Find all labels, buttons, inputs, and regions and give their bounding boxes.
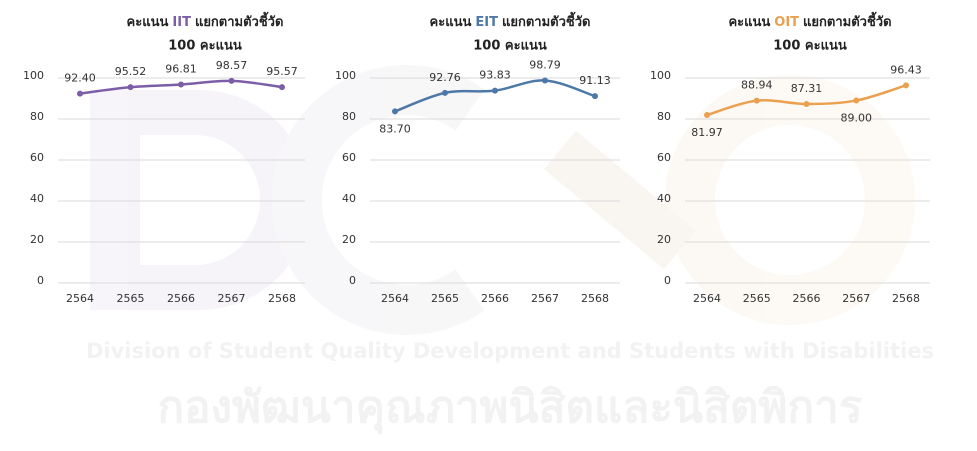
chart-subtitle: 100 คะแนน	[473, 39, 547, 54]
y-tick-label: 40	[342, 192, 356, 205]
y-tick-label: 0	[37, 274, 44, 287]
x-tick-label: 2565	[117, 292, 145, 305]
title-part: IIT	[172, 15, 191, 30]
x-tick-label: 2566	[167, 292, 195, 305]
y-tick-label: 0	[664, 274, 671, 287]
x-tick-label: 2564	[381, 292, 409, 305]
x-tick-label: 2567	[218, 292, 246, 305]
y-tick-label: 60	[342, 151, 356, 164]
x-tick-label: 2568	[581, 292, 609, 305]
x-tick-label: 2565	[431, 292, 459, 305]
x-tick-label: 2566	[793, 292, 821, 305]
data-point	[77, 90, 83, 97]
y-tick-label: 80	[342, 110, 356, 123]
chart-title: คะแนน OIT แยกตามตัวชี้วัด	[728, 11, 891, 30]
y-tick-label: 100	[23, 69, 44, 82]
title-part: แยกตามตัวชี้วัด	[195, 11, 284, 30]
chart-subtitle: 100 คะแนน	[773, 39, 847, 54]
x-tick-label: 2564	[693, 292, 721, 305]
watermark-english: Division of Student Quality Development …	[86, 339, 934, 363]
data-label: 93.83	[479, 69, 511, 82]
x-tick-label: 2567	[531, 292, 559, 305]
y-tick-label: 20	[30, 233, 44, 246]
x-tick-label: 2568	[892, 292, 920, 305]
data-label: 91.13	[579, 74, 611, 87]
data-label: 98.57	[216, 59, 248, 72]
data-label: 96.43	[890, 63, 922, 76]
data-point	[127, 84, 134, 91]
x-tick-label: 2564	[66, 292, 94, 305]
data-point	[542, 77, 548, 84]
y-tick-label: 60	[30, 151, 44, 164]
data-label: 83.70	[379, 122, 411, 135]
data-label: 89.00	[841, 112, 873, 125]
title-part: EIT	[475, 15, 498, 30]
watermark-thai: กองพัฒนาคุณภาพนิสิตและนิสิตพิการ	[157, 382, 862, 435]
y-tick-label: 40	[30, 192, 44, 205]
data-label: 88.94	[741, 79, 773, 92]
y-tick-label: 100	[650, 69, 671, 82]
y-tick-label: 60	[657, 151, 671, 164]
y-tick-label: 20	[657, 233, 671, 246]
data-label: 96.81	[165, 63, 197, 76]
data-point	[803, 101, 810, 108]
data-label: 98.79	[529, 58, 561, 71]
data-point	[279, 84, 285, 91]
x-tick-label: 2565	[743, 292, 771, 305]
logo-watermark	[90, 65, 915, 335]
title-part: แยกตามตัวชี้วัด	[803, 11, 892, 30]
data-point	[392, 108, 398, 115]
y-tick-label: 100	[335, 69, 356, 82]
y-tick-label: 40	[657, 192, 671, 205]
x-tick-label: 2567	[842, 292, 870, 305]
data-label: 95.52	[115, 65, 147, 78]
title-part: คะแนน	[430, 15, 472, 30]
title-part: คะแนน	[127, 15, 169, 30]
y-tick-label: 20	[342, 233, 356, 246]
data-point	[903, 82, 909, 89]
data-point	[442, 89, 448, 96]
title-part: คะแนน	[728, 15, 770, 30]
chart-subtitle: 100 คะแนน	[168, 39, 242, 54]
title-part: แยกตามตัวชี้วัด	[502, 11, 591, 30]
y-tick-label: 80	[30, 110, 44, 123]
chart-title: คะแนน EIT แยกตามตัวชี้วัด	[430, 11, 591, 30]
data-label: 81.97	[691, 126, 723, 139]
y-tick-label: 0	[349, 274, 356, 287]
x-tick-label: 2568	[268, 292, 296, 305]
data-label: 95.57	[266, 65, 298, 78]
data-point	[228, 77, 235, 84]
data-point	[592, 93, 598, 100]
y-tick-label: 80	[657, 110, 671, 123]
data-point	[492, 87, 498, 94]
title-part: OIT	[774, 15, 799, 30]
chart-title: คะแนน IIT แยกตามตัวชี้วัด	[127, 11, 284, 30]
data-point	[753, 97, 760, 104]
data-label: 92.40	[64, 72, 96, 85]
data-label: 92.76	[429, 71, 461, 84]
data-label: 87.31	[791, 82, 823, 95]
data-point	[704, 111, 710, 118]
data-point	[853, 97, 860, 104]
data-point	[178, 81, 184, 88]
x-tick-label: 2566	[481, 292, 509, 305]
